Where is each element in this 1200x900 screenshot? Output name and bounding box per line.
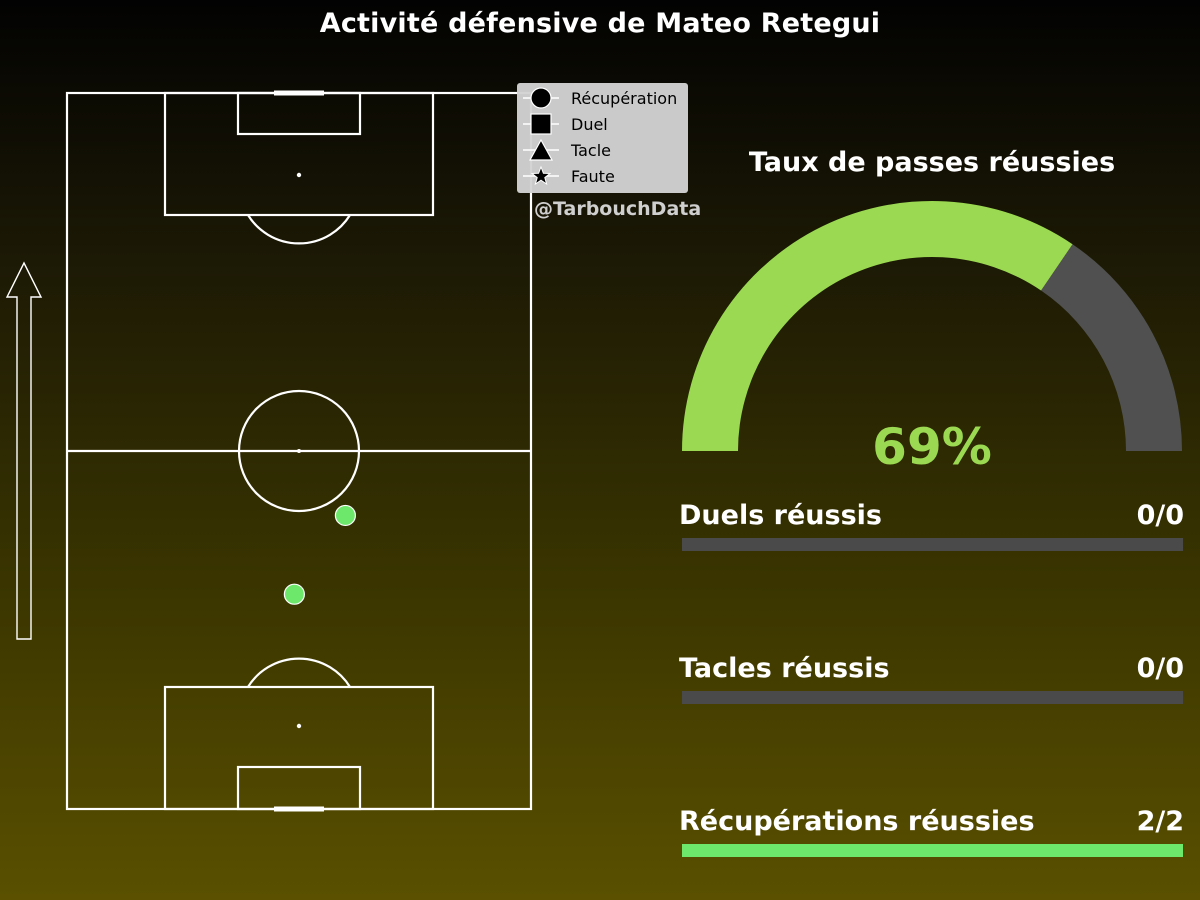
gauge-value: 69% bbox=[872, 418, 992, 476]
legend: Récupération Duel Tacle Faute bbox=[517, 83, 688, 193]
stat-bar-tacles bbox=[682, 691, 1183, 704]
stat-label-duels: Duels réussis bbox=[679, 500, 882, 531]
circle-marker-icon bbox=[523, 87, 559, 109]
legend-label: Récupération bbox=[571, 89, 678, 108]
legend-label: Faute bbox=[571, 167, 615, 186]
triangle-marker-icon bbox=[523, 138, 559, 161]
legend-item-recuperation: Récupération bbox=[523, 86, 683, 112]
chart-title: Activité défensive de Mateo Retegui bbox=[319, 8, 881, 39]
legend-item-faute: Faute bbox=[523, 164, 683, 190]
top-penalty-area bbox=[163, 91, 435, 217]
legend-item-duel: Duel bbox=[523, 112, 683, 138]
top-goal-area bbox=[236, 91, 362, 136]
square-marker-icon bbox=[523, 113, 559, 135]
gauge-title: Taux de passes réussies bbox=[748, 147, 1116, 178]
stat-bar-recuperations bbox=[682, 844, 1183, 857]
recuperation-point-1 bbox=[334, 504, 356, 527]
bottom-penalty-area bbox=[163, 685, 435, 811]
stat-label-recuperations: Récupérations réussies bbox=[679, 806, 1035, 837]
bottom-goal-area bbox=[236, 765, 362, 811]
star-marker-icon bbox=[523, 165, 559, 186]
stat-value-recuperations: 2/2 bbox=[1136, 806, 1184, 837]
recuperation-point-2 bbox=[283, 583, 305, 605]
centre-circle bbox=[237, 389, 361, 513]
centre-spot bbox=[297, 449, 301, 453]
legend-item-tacle: Tacle bbox=[523, 138, 683, 164]
top-penalty-spot bbox=[296, 172, 302, 178]
top-penalty-arc bbox=[247, 214, 351, 245]
stat-value-duels: 0/0 bbox=[1136, 500, 1184, 531]
legend-label: Tacle bbox=[571, 141, 612, 160]
stat-bar-fill-recuperations bbox=[682, 844, 1183, 857]
stat-value-tacles: 0/0 bbox=[1136, 653, 1184, 684]
bottom-penalty-arc bbox=[247, 657, 351, 688]
credit-watermark: @TarbouchData bbox=[534, 198, 702, 220]
stat-bar-duels bbox=[682, 538, 1183, 551]
stat-label-tacles: Tacles réussis bbox=[679, 653, 890, 684]
legend-label: Duel bbox=[571, 115, 608, 134]
bottom-penalty-spot bbox=[296, 723, 302, 729]
attack-direction-arrow-icon bbox=[5, 261, 43, 640]
